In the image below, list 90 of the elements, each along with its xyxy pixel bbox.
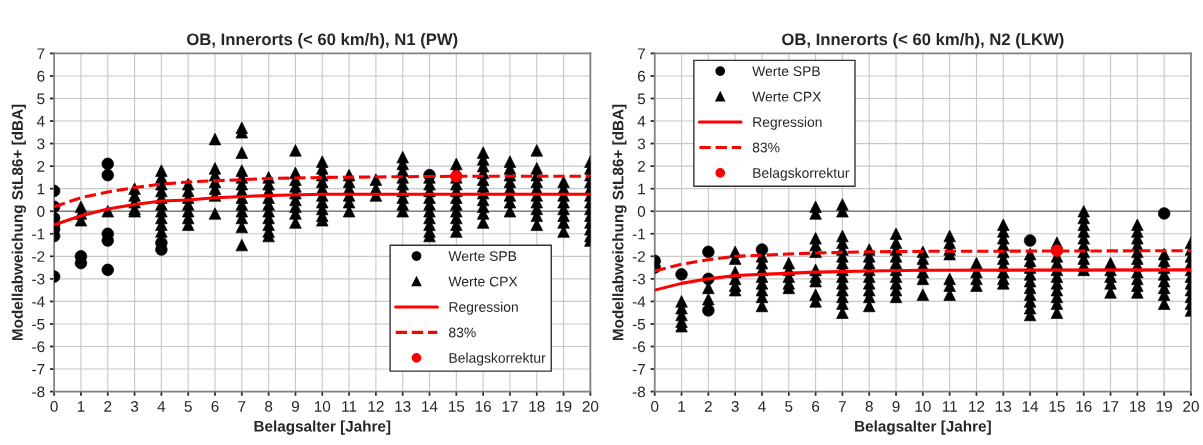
y-tick-label: 7 <box>37 48 45 59</box>
chart-title: OB, Innerorts (< 60 km/h), N2 (LKW) <box>782 32 1064 49</box>
x-tick-label: 10 <box>314 401 331 412</box>
y-tick-label: 2 <box>37 161 45 172</box>
x-tick-label: 11 <box>942 401 957 412</box>
y-tick-label: -7 <box>32 364 45 375</box>
y-tick-label: -4 <box>32 296 45 307</box>
x-tick-label: 13 <box>995 401 1012 412</box>
y-tick-label: -1 <box>32 228 45 240</box>
x-tick-label: 14 <box>1022 401 1039 412</box>
legend-label: Werte CPX <box>448 276 518 287</box>
legend-label: Werte SPB <box>752 66 820 77</box>
x-tick-label: 5 <box>785 401 793 412</box>
y-tick-label: -2 <box>32 251 45 262</box>
y-tick-label: 5 <box>637 93 646 105</box>
x-tick-label: 8 <box>865 401 873 412</box>
x-tick-label: 20 <box>1183 401 1199 412</box>
y-tick-label: 6 <box>637 70 646 82</box>
x-axis-title: Belagsalter [Jahre] <box>855 420 991 435</box>
x-tick-label: 1 <box>678 401 686 412</box>
y-tick-label: -1 <box>632 228 645 240</box>
y-tick-label: -8 <box>32 386 45 398</box>
y-tick-label: -6 <box>632 341 646 353</box>
x-tick-label: 5 <box>184 401 192 412</box>
x-tick-label: 11 <box>342 401 357 412</box>
y-tick-label: 3 <box>37 138 45 150</box>
x-tick-label: 19 <box>556 401 572 412</box>
y-tick-label: 4 <box>637 116 646 127</box>
y-tick-label: -6 <box>32 341 45 353</box>
x-tick-label: 4 <box>758 401 766 412</box>
legend-label: Belagskorrektur <box>449 352 546 366</box>
x-axis-title: Belagsalter [Jahre] <box>254 420 391 435</box>
x-tick-label: 18 <box>1130 401 1146 412</box>
y-tick-label: 7 <box>637 48 645 59</box>
x-tick-label: 12 <box>368 401 384 412</box>
x-tick-label: 20 <box>582 401 599 412</box>
x-tick-label: 12 <box>969 401 985 412</box>
legend-label: Belagskorrektur <box>753 167 850 181</box>
x-tick-label: 6 <box>812 401 820 412</box>
y-tick-label: 1 <box>638 183 645 195</box>
y-tick-label: -8 <box>632 386 646 398</box>
x-tick-label: 2 <box>704 401 712 412</box>
y-tick-label: 1 <box>37 183 45 195</box>
x-tick-label: 0 <box>50 401 58 412</box>
y-tick-label: 0 <box>37 206 45 217</box>
y-tick-label: 0 <box>637 206 646 217</box>
y-tick-label: 5 <box>37 93 45 105</box>
legend-label: 83% <box>449 327 476 338</box>
x-tick-label: 16 <box>1076 401 1092 412</box>
x-tick-label: 6 <box>211 401 219 412</box>
y-tick-label: 6 <box>37 70 45 82</box>
legend-label: 83% <box>752 142 780 153</box>
y-axis-title: Modellabweichung StL86+ [dBA] <box>11 104 26 341</box>
y-tick-label: 4 <box>36 116 45 127</box>
y-axis-title: Modellabweichung StL86+ [dBA] <box>612 104 627 341</box>
x-tick-label: 3 <box>130 401 139 412</box>
x-tick-label: 9 <box>291 401 299 412</box>
x-tick-label: 15 <box>448 401 465 412</box>
chart-title: OB, Innerorts (< 60 km/h), N1 (PW) <box>187 32 458 49</box>
x-tick-label: 10 <box>915 401 931 412</box>
x-tick-label: 15 <box>1049 401 1065 412</box>
x-tick-label: 13 <box>395 401 411 412</box>
y-tick-label: -5 <box>32 318 45 330</box>
x-tick-label: 0 <box>651 401 659 412</box>
y-tick-label: 3 <box>637 138 646 150</box>
x-tick-label: 4 <box>157 401 166 412</box>
x-tick-label: 17 <box>1103 401 1119 412</box>
x-tick-label: 8 <box>265 401 273 412</box>
x-tick-label: 19 <box>1156 401 1172 412</box>
legend-label: Regression <box>449 301 518 315</box>
legend-label: Regression <box>753 116 822 130</box>
x-tick-label: 9 <box>892 401 900 412</box>
legend-label: Werte SPB <box>448 251 517 262</box>
x-tick-label: 3 <box>731 401 739 412</box>
y-tick-label: -3 <box>32 273 45 285</box>
legend-label: Werte CPX <box>752 91 822 102</box>
x-tick-label: 16 <box>475 401 491 412</box>
x-tick-label: 7 <box>238 401 246 412</box>
y-tick-label: 2 <box>637 161 645 172</box>
x-tick-label: 1 <box>77 401 85 412</box>
x-tick-label: 2 <box>104 401 112 412</box>
x-tick-label: 17 <box>502 401 518 412</box>
x-tick-label: 7 <box>838 401 846 412</box>
y-tick-label: -5 <box>632 318 646 330</box>
x-tick-label: 14 <box>422 401 438 412</box>
y-tick-label: -4 <box>632 296 646 307</box>
y-tick-label: -7 <box>632 364 645 375</box>
y-tick-label: -3 <box>632 273 646 285</box>
y-tick-label: -2 <box>632 251 645 262</box>
x-tick-label: 18 <box>529 401 545 412</box>
